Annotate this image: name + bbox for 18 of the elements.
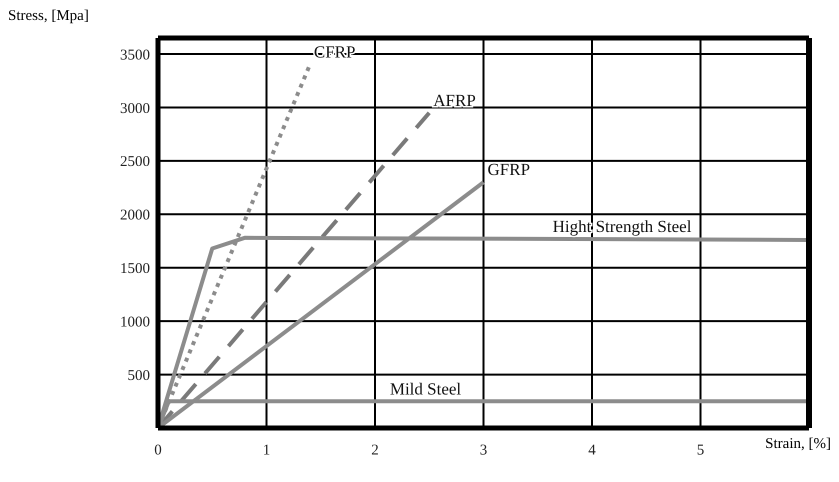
x-tick-label: 4 bbox=[588, 442, 596, 459]
x-tick-label: 2 bbox=[371, 442, 379, 459]
x-tick-label: 0 bbox=[154, 442, 162, 459]
annotation: Mild Steel bbox=[390, 379, 462, 398]
x-tick-label: 3 bbox=[480, 442, 488, 459]
y-tick-label: 1000 bbox=[120, 314, 150, 330]
y-tick-label: 500 bbox=[128, 368, 150, 384]
y-tick-label: 3000 bbox=[120, 100, 150, 117]
y-tick-label: 2500 bbox=[120, 154, 150, 170]
x-axis-title: Strain, [%] bbox=[765, 436, 831, 453]
y-tick-label: 2000 bbox=[120, 208, 150, 224]
annotation: GFRP bbox=[488, 160, 530, 180]
y-tick-label: 3500 bbox=[120, 47, 150, 64]
y-axis-title: Stress, [Mpa] bbox=[8, 8, 89, 25]
annotation: AFRP bbox=[433, 90, 476, 110]
x-tick-label: 1 bbox=[262, 442, 270, 459]
x-tick-label: 5 bbox=[696, 442, 704, 459]
y-tick-label: 1500 bbox=[120, 261, 150, 278]
